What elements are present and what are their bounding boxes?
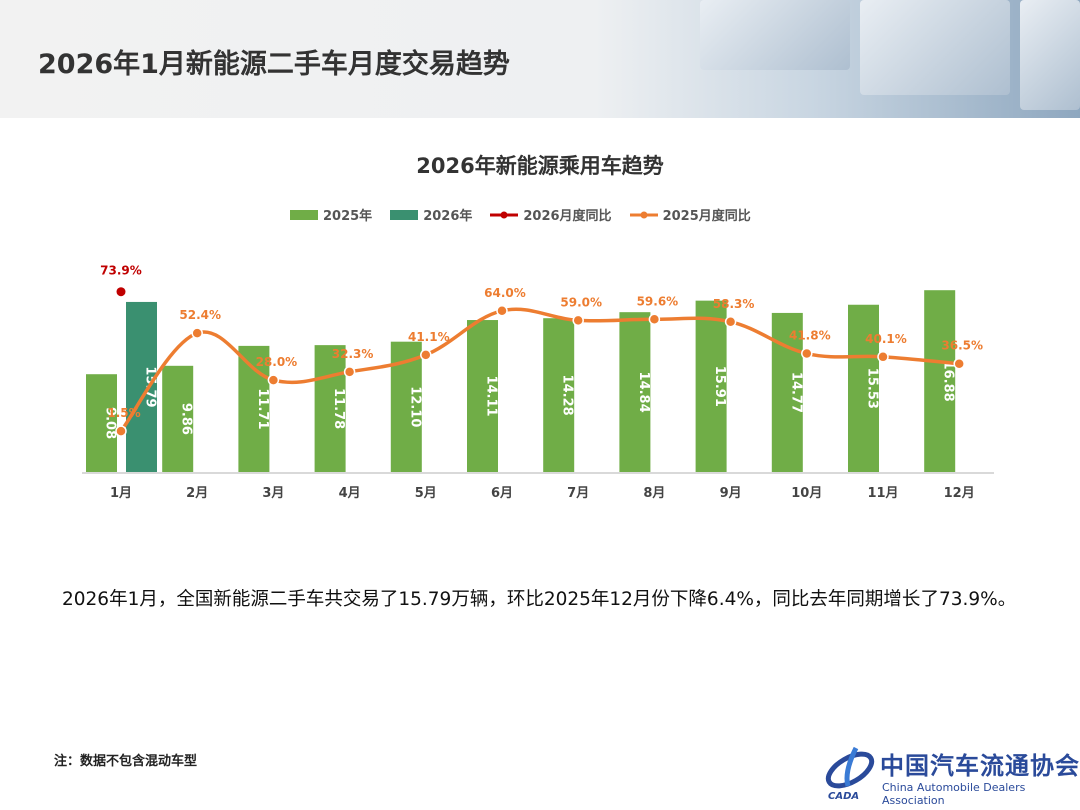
label-2025-yoy: 58.3% <box>713 297 755 311</box>
svg-text:CADA: CADA <box>828 791 859 802</box>
bar-2025 <box>619 312 651 472</box>
label-2025-yoy: 59.6% <box>637 294 679 308</box>
label-2025-yoy: 59.0% <box>560 295 602 309</box>
x-tick-label: 8月 <box>643 486 665 501</box>
bar-2025 <box>162 365 194 472</box>
bar-2025-label: 14.11 <box>484 375 499 416</box>
point-2025-yoy <box>267 374 280 386</box>
bar-2025-label: 16.88 <box>941 361 956 402</box>
chart-plot: 9.0815.791月9.862月11.713月11.784月12.105月14… <box>82 264 994 501</box>
header-banner <box>0 0 1080 118</box>
bar-2025-label: 15.91 <box>712 366 727 407</box>
bar-2025 <box>543 318 575 472</box>
decor-cube <box>1020 0 1080 110</box>
legend-item: 2026月度同比 <box>490 205 612 224</box>
bar-2025-label: 14.77 <box>788 372 803 413</box>
legend-item: 2025月度同比 <box>629 205 751 224</box>
label-2025-yoy: 32.3% <box>332 347 374 361</box>
legend-item: 2026年 <box>390 205 472 224</box>
x-tick-label: 3月 <box>262 486 284 501</box>
bar-2025-label: 14.84 <box>636 372 651 413</box>
x-tick-label: 9月 <box>720 486 742 501</box>
point-2025-yoy <box>343 366 356 378</box>
point-2025-yoy <box>496 305 508 317</box>
x-tick-label: 1月 <box>110 486 132 501</box>
point-2025-yoy <box>648 313 661 326</box>
x-tick-label: 6月 <box>491 486 513 501</box>
page-title: 2026年1月新能源二手车月度交易趋势 <box>38 49 510 80</box>
point-2025-yoy <box>572 314 584 327</box>
description-text: 2026年1月，全国新能源二手车共交易了15.79万辆，环比2025年12月份下… <box>62 589 1017 610</box>
point-2026-yoy <box>116 287 126 297</box>
footnote: 注：数据不包含混动车型 <box>54 754 198 769</box>
x-tick-label: 2月 <box>186 486 208 501</box>
point-2025-yoy <box>724 316 737 328</box>
cada-logo: CADA 中国汽车流通协会 China Automobile Dealers A… <box>822 742 1080 807</box>
point-2025-yoy <box>801 347 813 360</box>
cada-logo-mark: CADA <box>825 746 875 802</box>
x-tick-label: 12月 <box>944 486 975 501</box>
decor-cube <box>700 0 850 70</box>
bar-2025 <box>771 312 803 472</box>
bar-2025 <box>924 290 956 472</box>
chart-legend: 2025年 2026年 2026月度同比 2025月度同比 <box>290 205 751 224</box>
label-2025-yoy: 36.5% <box>941 339 983 353</box>
chart-title: 2026年新能源乘用车趋势 <box>416 154 664 178</box>
point-2025-yoy <box>953 357 965 370</box>
x-tick-label: 7月 <box>567 486 589 501</box>
bar-2025 <box>695 300 727 472</box>
bar-2025 <box>86 374 117 472</box>
point-2025-yoy <box>191 327 203 339</box>
label-2025-yoy: 1.5% <box>107 406 140 420</box>
bar-2025-label: 11.78 <box>331 388 346 429</box>
x-tick-label: 4月 <box>339 486 361 501</box>
bar-2025 <box>467 320 498 472</box>
point-2025-yoy <box>115 425 127 437</box>
bar-2025-label: 12.10 <box>407 386 422 427</box>
label-2025-yoy: 28.0% <box>256 355 298 369</box>
x-tick-label: 11月 <box>867 486 898 501</box>
legend-item: 2025年 <box>290 205 372 224</box>
label-2026-yoy: 73.9% <box>100 264 142 278</box>
bar-2025-label: 9.86 <box>179 403 194 435</box>
bar-2025-label: 9.08 <box>103 407 118 439</box>
x-tick-label: 10月 <box>791 486 822 501</box>
bar-2026 <box>126 301 157 472</box>
label-2025-yoy: 41.8% <box>789 329 831 343</box>
label-2025-yoy: 52.4% <box>179 308 221 322</box>
label-2025-yoy: 64.0% <box>484 286 526 300</box>
label-2025-yoy: 41.1% <box>408 330 450 344</box>
bar-2025 <box>848 304 879 472</box>
decor-cube <box>860 0 1010 95</box>
bar-2025 <box>314 345 346 472</box>
bar-2025-label: 14.28 <box>560 375 575 416</box>
bar-2025-label: 15.53 <box>865 368 880 409</box>
label-2025-yoy: 40.1% <box>865 332 907 346</box>
point-2025-yoy <box>877 351 889 363</box>
point-2025-yoy <box>420 349 432 361</box>
x-tick-label: 5月 <box>415 486 437 501</box>
bar-2025-label: 11.71 <box>255 388 270 429</box>
